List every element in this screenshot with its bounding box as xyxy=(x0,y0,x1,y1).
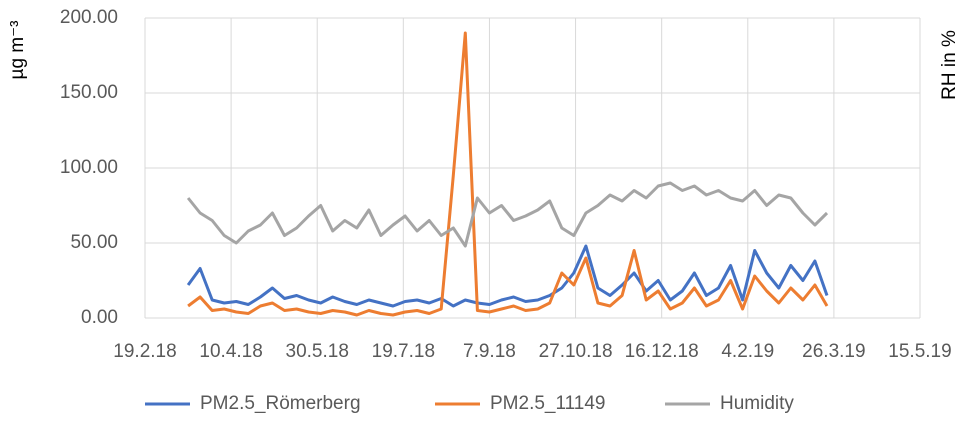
legend-label: PM2.5_Römerberg xyxy=(200,393,361,414)
data-line xyxy=(186,244,829,308)
x-tick-label: 30.5.18 xyxy=(286,341,349,362)
y-axis-label: µg m⁻³ xyxy=(7,21,28,80)
y-tick-label: 0.00 xyxy=(81,307,118,328)
legend-label: Humidity xyxy=(720,393,794,414)
x-tick-label: 7.9.18 xyxy=(463,341,516,362)
x-tick-label: 27.10.18 xyxy=(539,341,613,362)
y-tick-label: 150.00 xyxy=(60,82,118,103)
x-tick-label: 16.12.18 xyxy=(625,341,699,362)
x-tick-label: 15.5.19 xyxy=(888,341,951,362)
data-line xyxy=(186,181,829,248)
x-tick-label: 4.2.19 xyxy=(721,341,774,362)
y-tick-label: 200.00 xyxy=(60,7,118,28)
x-tick-label: 19.2.18 xyxy=(113,341,176,362)
x-tick-label: 19.7.18 xyxy=(372,341,435,362)
legend-label: PM2.5_11149 xyxy=(490,393,606,414)
x-tick-label: 10.4.18 xyxy=(199,341,262,362)
y2-axis-label: RH in % xyxy=(939,30,960,100)
data-line xyxy=(187,31,829,317)
y-tick-label: 50.00 xyxy=(70,232,118,253)
y-tick-label: 100.00 xyxy=(60,157,118,178)
x-tick-label: 26.3.19 xyxy=(802,341,865,362)
